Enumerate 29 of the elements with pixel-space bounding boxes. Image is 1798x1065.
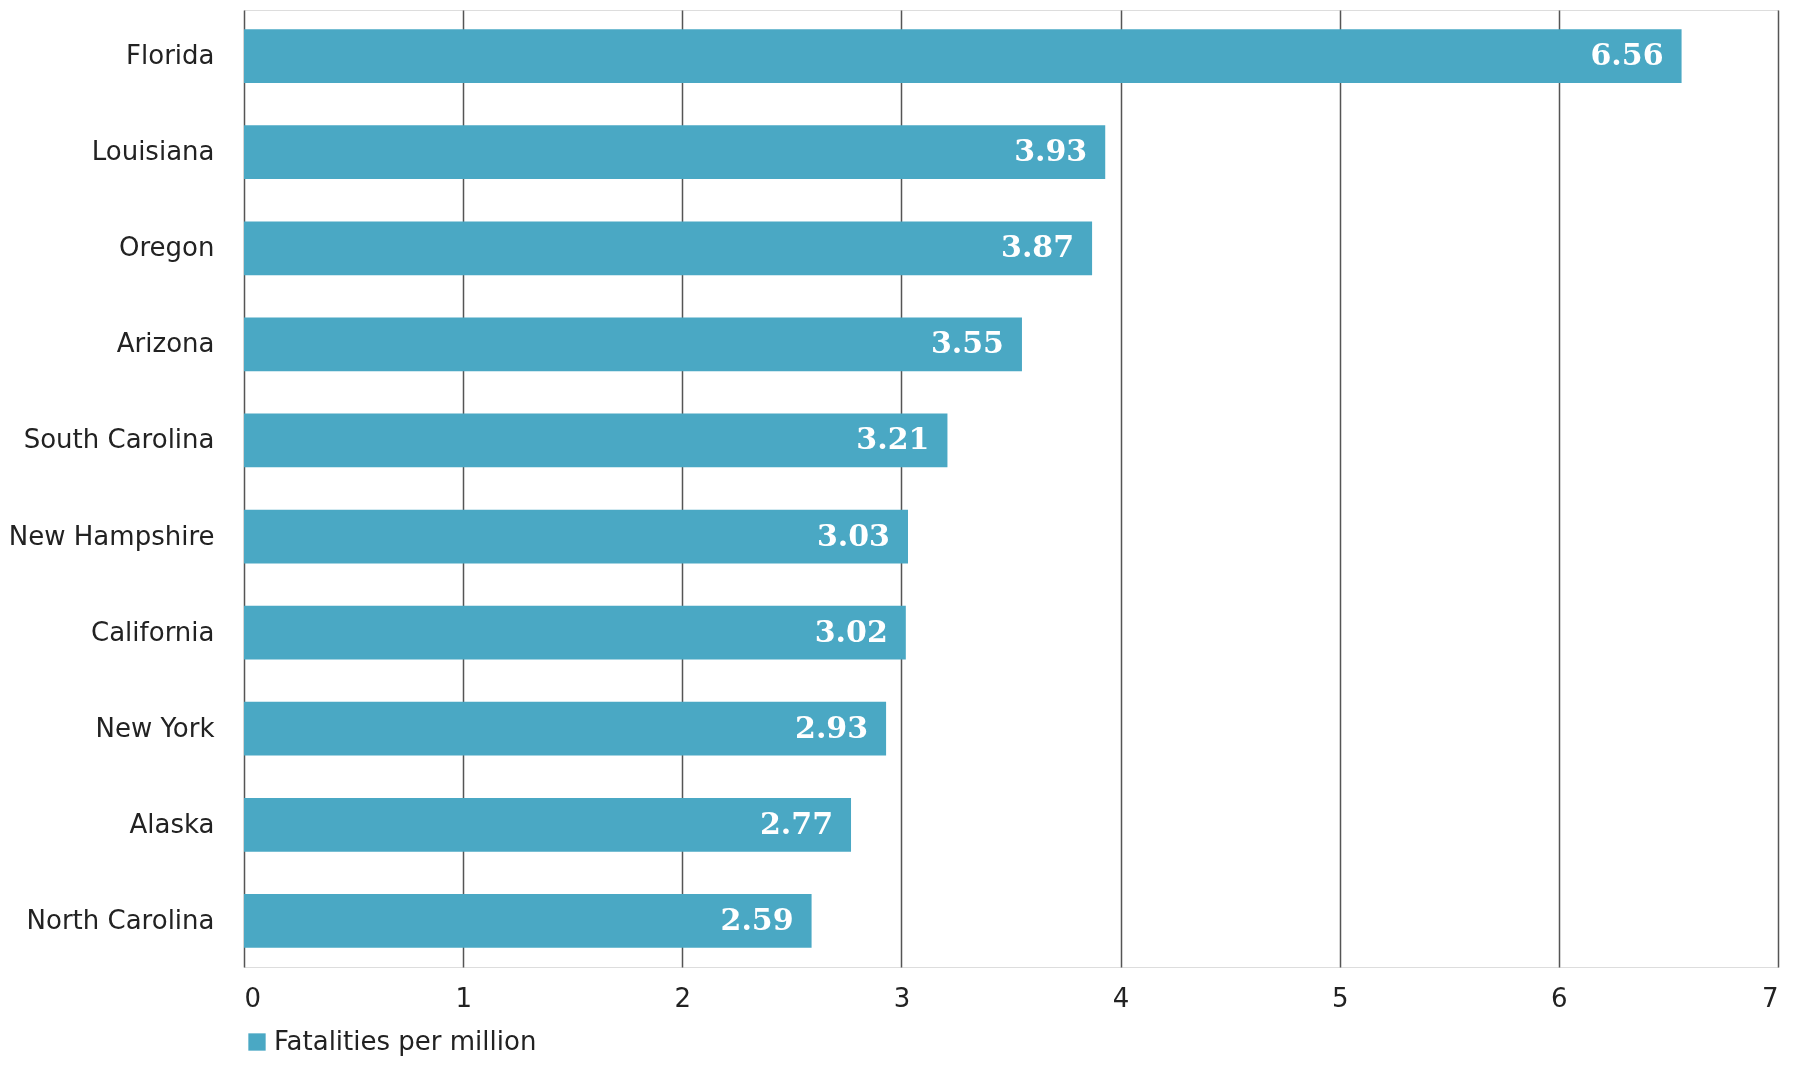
- x-tick-label: 3: [893, 982, 911, 1013]
- data-label: 3.55: [930, 325, 1004, 361]
- legend-label: Fatalities per million: [274, 1026, 537, 1056]
- x-tick-label: 2: [674, 982, 692, 1013]
- y-tick-label: Alaska: [129, 808, 215, 839]
- data-label: 2.59: [720, 901, 794, 937]
- y-tick-label: Louisiana: [91, 136, 215, 167]
- data-label: 3.93: [1014, 133, 1088, 169]
- data-label: 3.02: [814, 613, 888, 649]
- y-tick-label: North Carolina: [26, 904, 215, 935]
- x-tick-label: 6: [1551, 982, 1568, 1013]
- y-tick-label: Florida: [126, 40, 215, 71]
- y-tick-label: Oregon: [119, 232, 215, 263]
- data-label: 3.21: [856, 421, 930, 457]
- x-tick-label: 5: [1331, 982, 1349, 1013]
- data-label: 3.03: [816, 517, 890, 553]
- y-tick-label: Arizona: [116, 328, 215, 359]
- y-tick-label: South Carolina: [23, 424, 215, 455]
- y-tick-label: California: [91, 616, 215, 647]
- x-tick-label: 4: [1112, 982, 1130, 1013]
- data-label: 3.87: [1001, 229, 1075, 265]
- data-label: 6.56: [1590, 37, 1664, 73]
- x-tick-label: 7: [1761, 982, 1779, 1013]
- data-label: 2.93: [795, 709, 869, 745]
- y-tick-label: New York: [95, 712, 215, 743]
- y-tick-label: New Hampshire: [8, 520, 215, 551]
- x-tick-label: 1: [455, 982, 472, 1013]
- data-label: 2.77: [759, 805, 834, 841]
- x-tick-label: 0: [244, 982, 262, 1013]
